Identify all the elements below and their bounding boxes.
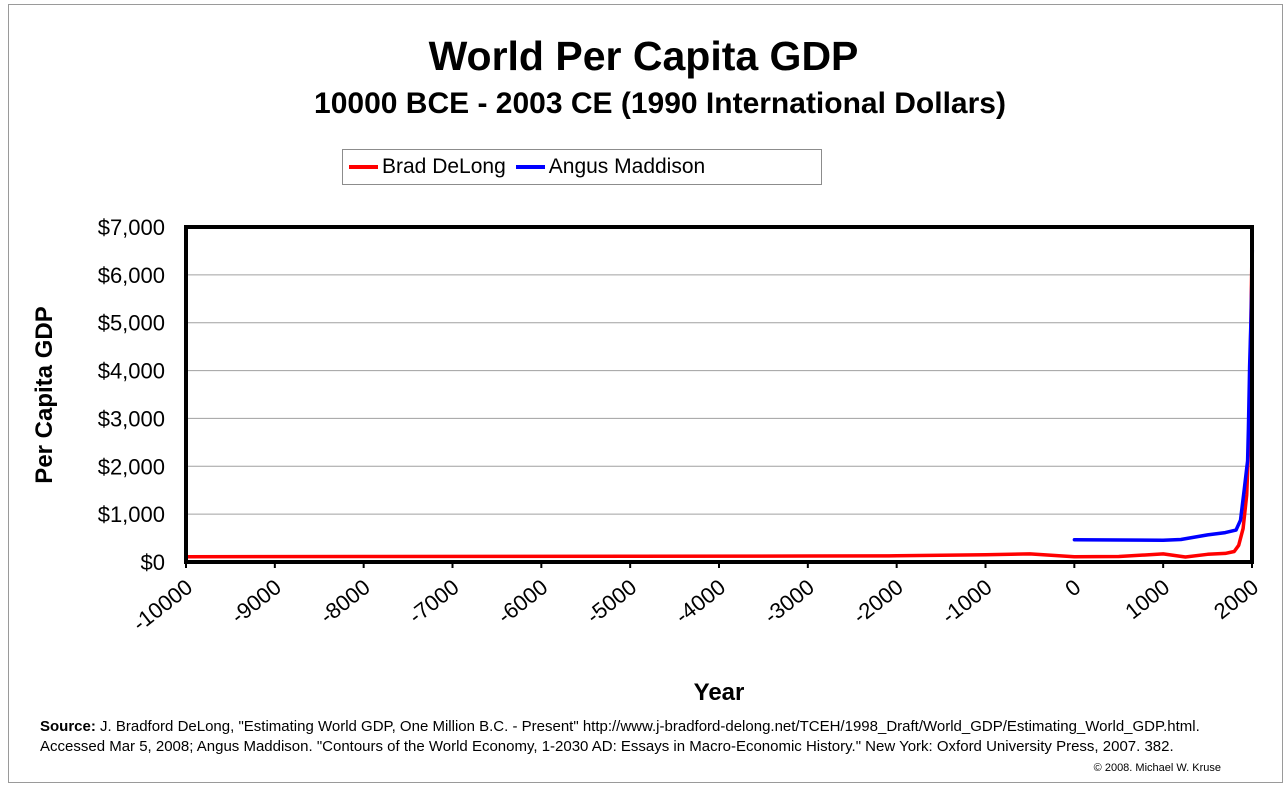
- y-tick-label: $1,000: [98, 502, 165, 527]
- x-tick-label: -1000: [937, 574, 997, 628]
- series-layer: [184, 248, 1255, 559]
- chart-frame: [8, 4, 1283, 783]
- y-tick-label: $2,000: [98, 454, 165, 479]
- legend-entry-angus-maddison: Angus Maddison: [515, 155, 706, 179]
- legend-label-brad-delong: Brad DeLong: [382, 155, 506, 178]
- x-tick-label: -9000: [226, 574, 286, 628]
- legend-swatch-angus-maddison: [515, 165, 545, 169]
- source-label: Source:: [40, 718, 96, 735]
- x-tick-label: -4000: [670, 574, 730, 628]
- y-axis-label: Per Capita GDP: [31, 306, 58, 483]
- y-tick-label: $6,000: [98, 263, 165, 288]
- x-tick-label: -7000: [404, 574, 464, 628]
- series-line-brad-delong: [184, 249, 1254, 559]
- x-tick-label: 1000: [1120, 574, 1174, 624]
- x-tick-label: 2000: [1209, 574, 1263, 624]
- x-tick-label: -10000: [128, 574, 197, 636]
- chart-subtitle: 10000 BCE - 2003 CE (1990 International …: [314, 87, 1006, 120]
- copyright-note: © 2008. Michael W. Kruse: [1093, 762, 1221, 774]
- y-tick-labels: $7,000 $6,000 $5,000 $4,000 $3,000 $2,000 $1,0…: [98, 215, 165, 575]
- chart-legend: Brad DeLong Angus Maddison: [342, 149, 822, 185]
- x-tick-label: -3000: [759, 574, 819, 628]
- x-tick-label: -6000: [493, 574, 553, 628]
- plot-area-border: [184, 225, 1254, 564]
- x-tick-label: -2000: [848, 574, 908, 628]
- y-tick-label: $0: [141, 550, 165, 575]
- x-tick-label: -8000: [315, 574, 375, 628]
- y-tick-label: $3,000: [98, 406, 165, 431]
- x-axis-label: Year: [694, 679, 745, 706]
- legend-entry-brad-delong: Brad DeLong: [349, 155, 506, 179]
- y-tick-label: $4,000: [98, 359, 165, 384]
- chart-title: World Per Capita GDP: [428, 33, 859, 79]
- x-tick-label: -5000: [582, 574, 642, 628]
- legend-label-angus-maddison: Angus Maddison: [548, 155, 706, 178]
- source-note: Source: J. Bradford DeLong, "Estimating …: [40, 717, 1220, 757]
- gridlines: [186, 274, 1252, 515]
- x-tick-label: 0: [1060, 574, 1085, 601]
- y-tick-label: $5,000: [98, 311, 165, 336]
- legend-swatch-brad-delong: [349, 165, 378, 169]
- y-tick-label: $7,000: [98, 215, 165, 240]
- x-tick-labels: -10000 -9000 -8000 -7000 -6000 -5000 -4000 -300…: [128, 562, 1263, 636]
- series-line-angus-maddison: [1072, 248, 1255, 543]
- source-text: J. Bradford DeLong, "Estimating World GD…: [40, 718, 1200, 755]
